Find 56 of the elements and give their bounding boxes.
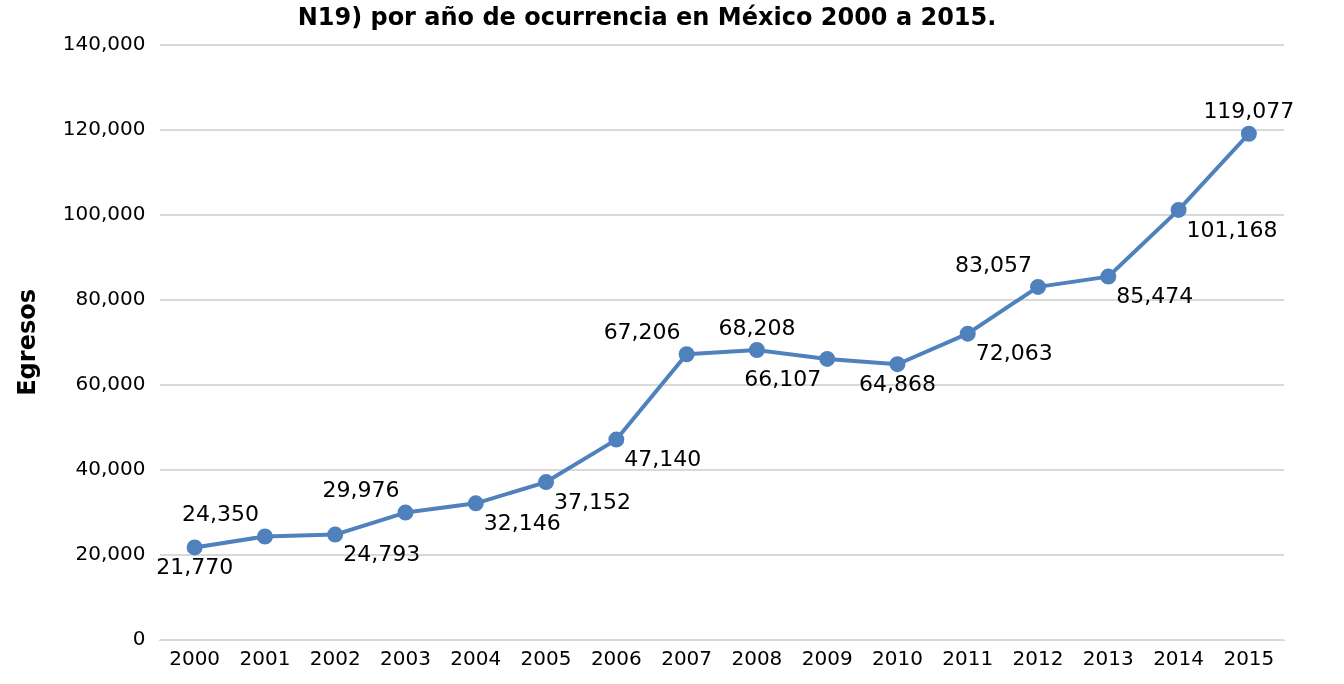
point [819, 350, 836, 367]
x-tick-label: 2001 [239, 646, 291, 671]
x-tick-label: 2006 [590, 646, 642, 671]
point [1170, 201, 1187, 218]
y-tick-label: 120,000 [62, 116, 146, 141]
point [608, 431, 625, 448]
x-tick-label: 2009 [801, 646, 853, 671]
chart-title: N19) por año de ocurrencia en México 2000 a 2015. [297, 2, 997, 31]
y-tick-label: 60,000 [75, 371, 146, 396]
data-label: 21,770 [156, 554, 234, 580]
x-tick-label: 2011 [942, 646, 994, 671]
point [186, 539, 203, 556]
data-label: 47,140 [624, 446, 702, 472]
data-label: 24,350 [181, 501, 259, 527]
point [748, 342, 765, 359]
y-tick-label: 140,000 [62, 31, 146, 55]
x-tick-label: 2004 [450, 646, 502, 671]
point [678, 346, 695, 363]
data-label: 24,793 [343, 541, 421, 567]
point [538, 474, 555, 491]
point [397, 504, 414, 521]
point [467, 495, 484, 512]
x-tick-label: 2012 [1012, 646, 1064, 671]
point [1030, 278, 1047, 295]
y-axis-title: Egresos [12, 289, 41, 396]
y-tick-label: 20,000 [75, 541, 146, 566]
point [327, 526, 344, 543]
x-tick-label: 2015 [1223, 646, 1275, 671]
data-label: 64,868 [858, 370, 936, 396]
y-tick-label: 0 [132, 626, 146, 651]
data-label: 85,474 [1116, 283, 1194, 309]
data-label: 101,168 [1186, 216, 1278, 242]
x-tick-label: 2008 [731, 646, 783, 671]
x-tick-label: 2010 [872, 646, 923, 671]
x-tick-label: 2007 [661, 646, 713, 671]
data-label: 29,976 [322, 477, 400, 503]
point [889, 356, 906, 373]
data-label: 119,077 [1203, 98, 1295, 124]
point [1100, 268, 1117, 285]
x-tick-label: 2014 [1153, 646, 1205, 671]
data-label: 67,206 [603, 319, 681, 344]
x-tick-label: 2003 [380, 646, 431, 671]
x-tick-label: 2000 [169, 646, 221, 671]
point [256, 528, 273, 545]
point [959, 325, 976, 342]
data-label: 66,107 [744, 365, 822, 391]
y-tick-label: 40,000 [75, 456, 146, 481]
data-label: 83,057 [955, 251, 1033, 277]
y-tick-label: 80,000 [75, 286, 146, 311]
x-tick-label: 2005 [520, 646, 572, 671]
data-label: 72,063 [975, 340, 1053, 366]
data-label: 68,208 [718, 314, 796, 340]
x-tick-label: 2002 [309, 646, 361, 671]
point [1240, 125, 1257, 142]
y-tick-label: 100,000 [62, 201, 146, 226]
x-tick-label: 2013 [1082, 646, 1134, 671]
